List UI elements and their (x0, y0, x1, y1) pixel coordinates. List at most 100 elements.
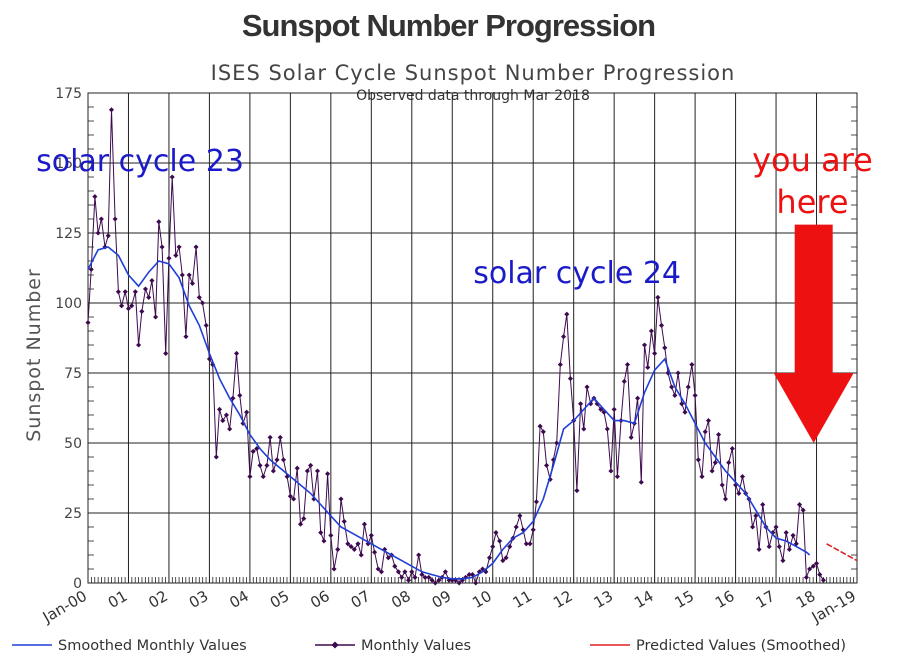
data-point (662, 345, 668, 351)
data-point (716, 432, 722, 438)
x-tick-label: Jan-19 (808, 587, 859, 627)
data-point (790, 532, 796, 538)
data-point (689, 362, 695, 368)
data-point (267, 434, 273, 440)
data-point (493, 530, 499, 536)
x-tick-label: 14 (631, 587, 657, 612)
data-point (564, 311, 570, 317)
data-point (308, 462, 314, 468)
data-point (301, 516, 307, 522)
data-point (264, 462, 270, 468)
data-point (517, 513, 523, 519)
data-point (726, 460, 732, 466)
data-point (213, 454, 219, 460)
data-point (780, 558, 786, 564)
y-axis-label: Sunspot Number (23, 268, 45, 442)
data-point (624, 362, 631, 368)
data-point (796, 502, 803, 508)
data-point (186, 272, 192, 278)
data-point (685, 384, 691, 390)
series-smoothed-monthly-values (87, 246, 811, 580)
data-point (230, 395, 236, 401)
data-point (432, 580, 438, 586)
series-line (87, 246, 811, 580)
data-point (611, 406, 617, 412)
data-point (614, 474, 620, 480)
data-point (604, 426, 610, 432)
data-point (736, 490, 742, 496)
data-point (682, 409, 688, 415)
data-point (722, 496, 729, 502)
x-tick-label: 16 (712, 587, 738, 612)
data-point (85, 320, 91, 326)
data-point (810, 563, 816, 569)
data-point (270, 468, 276, 474)
data-point (98, 216, 104, 222)
data-point (679, 401, 685, 407)
data-point (132, 289, 138, 295)
data-point (675, 370, 681, 376)
y-tick-label: 100 (55, 296, 82, 312)
data-point (645, 364, 651, 370)
data-point (95, 230, 101, 236)
data-point (244, 409, 250, 415)
data-point (314, 468, 321, 474)
chart-title: ISES Solar Cycle Sunspot Number Progress… (211, 61, 736, 85)
legend-label: Monthly Values (361, 638, 471, 654)
data-point (196, 294, 202, 300)
series-predicted-values-smoothed (826, 543, 858, 562)
data-point (753, 513, 759, 519)
data-point (335, 546, 341, 552)
data-point (156, 219, 162, 225)
data-point (419, 572, 425, 578)
data-point (567, 376, 573, 382)
data-point (800, 507, 806, 513)
legend-marker (331, 641, 339, 649)
data-point (402, 569, 408, 575)
y-tick-label: 150 (55, 156, 82, 172)
x-tick-label: 03 (186, 587, 212, 612)
legend-label: Smoothed Monthly Values (58, 638, 247, 654)
data-point (142, 286, 149, 292)
x-tick-label: 02 (145, 587, 171, 612)
y-tick-label: 75 (64, 366, 82, 382)
data-point (817, 572, 823, 578)
data-point (331, 566, 337, 572)
data-point (368, 532, 374, 538)
data-point (146, 294, 152, 300)
data-point (247, 474, 253, 480)
data-point (652, 350, 658, 356)
data-point (88, 266, 94, 272)
annotation-you-are-here: you are (752, 141, 873, 179)
data-point (119, 303, 125, 309)
legend-item: Predicted Values (Smoothed) (590, 638, 846, 654)
data-point (372, 549, 378, 555)
data-point (699, 474, 705, 480)
data-point (277, 434, 283, 440)
data-point (179, 272, 185, 278)
data-point (291, 496, 297, 502)
data-point (260, 474, 266, 480)
data-point (395, 569, 401, 575)
data-point (92, 194, 98, 200)
data-point (695, 457, 701, 463)
data-point (287, 493, 293, 499)
data-point (129, 303, 135, 309)
data-point (163, 350, 169, 356)
data-point (321, 538, 327, 544)
legend: Smoothed Monthly Values Monthly Values Pre… (12, 638, 846, 654)
data-point (648, 328, 654, 334)
x-tick-label: 06 (307, 587, 333, 612)
data-point (641, 342, 648, 348)
data-point (729, 446, 735, 452)
annotations: solar cycle 23 solar cycle 24 you are here (36, 141, 873, 443)
data-point (760, 502, 766, 508)
series-line (87, 109, 824, 585)
data-point (466, 572, 472, 578)
data-point (635, 395, 641, 401)
data-point (139, 308, 145, 314)
data-point (756, 546, 762, 552)
series-line (826, 543, 858, 562)
data-point (705, 418, 712, 424)
